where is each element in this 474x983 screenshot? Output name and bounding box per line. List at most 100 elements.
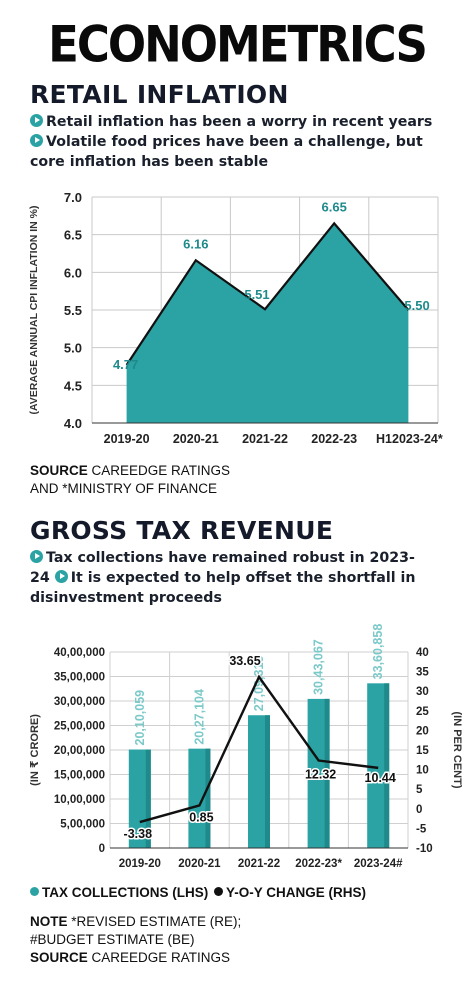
page-title: ECONOMETRICS (48, 15, 428, 74)
bar (128, 749, 151, 848)
y-left-tick-label: 25,00,000 (54, 721, 105, 733)
y-tick-label: 4.5 (64, 378, 82, 393)
x-tick-label: 2022-23 (311, 432, 357, 446)
gross-tax-notes: NOTE *REVISED ESTIMATE (RE); #BUDGET EST… (30, 913, 241, 967)
chart-legend: TAX COLLECTIONS (LHS) Y-O-Y CHANGE (RHS) (30, 885, 366, 900)
x-tick-label: 2022-23* (295, 858, 342, 870)
y-right-tick-label: -10 (416, 843, 433, 855)
source-label: SOURCE (30, 463, 88, 478)
x-tick-label: 2020-21 (178, 858, 221, 870)
y-tick-label: 6.0 (64, 265, 82, 280)
area-fill (126, 223, 409, 423)
y-left-tick-label: 5,00,000 (60, 819, 105, 831)
area-line (125, 221, 410, 366)
y-left-tick-label: 10,00,000 (54, 794, 105, 806)
x-tick-label: 2023-24# (354, 858, 403, 870)
source-text: CAREEDGE RATINGS (91, 463, 231, 478)
x-tick-label: 2021-22 (238, 858, 280, 870)
retail-inflation-title: RETAIL INFLATION (30, 80, 289, 109)
y-left-tick-label: 35,00,000 (54, 672, 105, 684)
teal-dot-icon (30, 887, 39, 896)
y-tick-label: 5.0 (64, 341, 82, 356)
bullet-1-text: Tax collections have remained robust in … (30, 550, 415, 586)
note-text: *REVISED ESTIMATE (RE); (71, 914, 242, 929)
y-tick-label: 7.0 (64, 190, 82, 205)
play-bullet-icon (30, 550, 43, 563)
source-text: CAREEDGE RATINGS (91, 950, 231, 965)
y-right-tick-label: 35 (416, 667, 429, 679)
bar-data-label: 27,09,315 (252, 656, 266, 712)
bar-data-label: 30,43,067 (312, 639, 326, 695)
bullet-2-text: Volatile food prices have been a challen… (30, 134, 423, 170)
retail-inflation-chart: 4.0 4.5 5.0 5.5 6.0 6.5 7.0 4.77 6.16 5.51 6.65 5.5… (28, 190, 443, 446)
data-label: 6.16 (183, 236, 208, 251)
y-left-tick-label: 0 (99, 843, 105, 855)
y-right-tick-label: 25 (416, 706, 429, 718)
y-left-tick-label: 40,00,000 (54, 647, 105, 659)
y-tick-label: 4.0 (64, 416, 82, 431)
y-right-tick-label: -5 (416, 823, 427, 835)
note-line-2: #BUDGET ESTIMATE (BE) (30, 932, 195, 947)
bar (367, 683, 390, 848)
bar (248, 715, 270, 848)
bar-shade (324, 698, 330, 848)
y-right-tick-label: 5 (416, 784, 423, 796)
y-left-tick-label: 15,00,000 (54, 770, 105, 782)
y-right-tick-label: 40 (416, 647, 429, 659)
x-tick-label: 2021-22 (242, 432, 288, 446)
y-left-tick-label: 20,00,000 (54, 745, 105, 757)
x-tick-label: 2020-21 (173, 432, 219, 446)
gross-tax-revenue-title: GROSS TAX REVENUE (30, 516, 334, 545)
bullet-2: Volatile food prices have been a challen… (30, 132, 450, 172)
line-data-label: 0.85 (189, 810, 213, 824)
play-bullet-icon (30, 134, 43, 147)
retail-inflation-source: SOURCE CAREEDGE RATINGS AND *MINISTRY OF… (30, 462, 230, 498)
y-tick-label: 6.5 (64, 228, 82, 243)
line-data-label: 12.32 (305, 768, 336, 782)
data-label: 5.51 (244, 287, 269, 302)
x-tick-label: 2019-20 (119, 858, 161, 870)
gross-tax-revenue-chart: 0 5,00,000 10,00,000 15,00,000 20,00,000 25,0… (29, 624, 463, 870)
y-right-tick-label: 0 (416, 804, 422, 816)
bar-shade (145, 749, 151, 848)
bullet-1-text: Retail inflation has been a worry in rec… (46, 114, 433, 130)
play-bullet-icon (54, 570, 68, 583)
bullet-2-text: It is expected to help offset the shortf… (30, 570, 416, 606)
x-tick-label: 2019-20 (104, 432, 150, 446)
y-tick-label: 5.5 (64, 303, 82, 318)
line-data-label: -3.38 (124, 827, 153, 841)
bar-data-label: 20,27,104 (192, 689, 206, 745)
data-label: 5.50 (404, 298, 429, 313)
y-left-tick-label: 30,00,000 (54, 696, 105, 708)
source-line-2: AND *MINISTRY OF FINANCE (30, 481, 218, 496)
legend-line-label: Y-O-Y CHANGE (RHS) (226, 885, 367, 900)
bar (188, 748, 211, 848)
legend-bars-label: TAX COLLECTIONS (LHS) (42, 885, 209, 900)
y-right-axis-label: (IN PER CENT) (451, 712, 463, 789)
line-data-label: 33.65 (229, 654, 260, 668)
y-right-tick-label: 15 (416, 745, 429, 757)
bar-shade (265, 715, 270, 848)
data-label: 4.77 (113, 357, 138, 372)
bar-shade (384, 683, 390, 848)
line-data-label: 10.44 (365, 771, 396, 785)
bar-shade (205, 748, 211, 848)
bar (307, 698, 330, 848)
yoy-line (139, 674, 379, 824)
play-bullet-icon (30, 114, 43, 127)
source-label: SOURCE (30, 950, 88, 965)
black-dot-icon (214, 887, 224, 896)
data-label: 6.65 (322, 199, 347, 214)
bullet-1: Retail inflation has been a worry in rec… (30, 112, 450, 132)
y-axis-label: (AVERAGE ANNUAL CPI INFLATION IN %) (28, 205, 40, 414)
y-right-tick-label: 10 (416, 765, 429, 777)
y-right-tick-label: 20 (416, 725, 429, 737)
y-left-axis-label: (IN ₹ CRORE) (29, 714, 41, 786)
note-label: NOTE (30, 914, 68, 929)
bar-data-label: 20,10,059 (133, 690, 147, 746)
x-tick-label: H12023-24* (376, 432, 443, 446)
retail-inflation-bullets: Retail inflation has been a worry in rec… (30, 112, 450, 172)
bar-data-label: 33,60,858 (371, 624, 385, 680)
y-right-tick-label: 30 (416, 686, 429, 698)
gross-tax-bullets: Tax collections have remained robust in … (30, 548, 430, 608)
